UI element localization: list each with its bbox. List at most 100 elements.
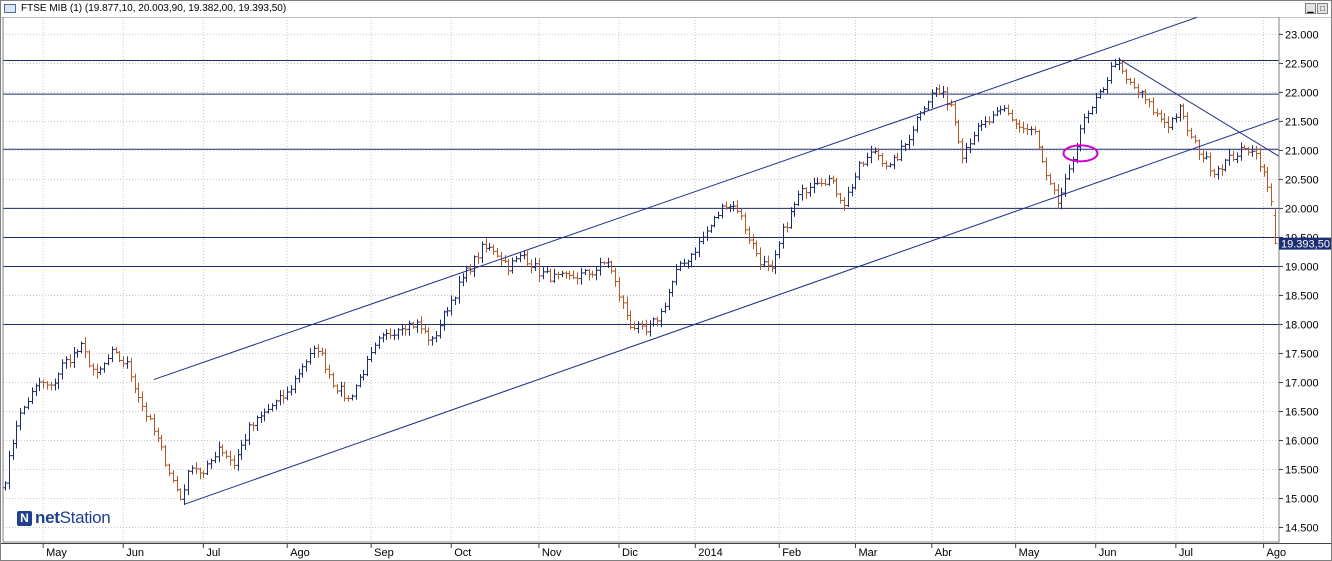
ohlc-bar: [209, 458, 214, 469]
ohlc-bar: [697, 236, 702, 258]
ohlc-bar: [1048, 173, 1053, 185]
ohlc-bar: [121, 356, 126, 368]
ohlc-bar: [316, 344, 321, 358]
ohlc-bar: [609, 260, 614, 274]
window-title: FTSE MIB (1) (19.877,10, 20.003,90, 19.3…: [21, 3, 287, 14]
ohlc-bar: [98, 366, 103, 375]
ohlc-bar: [159, 435, 164, 451]
ohlc-bar: [960, 138, 965, 164]
ohlc-bar: [518, 252, 523, 263]
ohlc-bar: [991, 111, 996, 124]
x-tick-label: May: [46, 547, 67, 559]
ohlc-bar: [266, 403, 271, 414]
ohlc-bar: [415, 319, 420, 333]
grid: [3, 17, 1279, 542]
ohlc-bar: [865, 152, 870, 167]
ohlc-bar: [64, 356, 69, 369]
y-tick-label: 15.500: [1285, 464, 1319, 476]
ohlc-bar: [834, 178, 839, 198]
ohlc-bar: [255, 415, 260, 432]
y-axis: 14.500 15.000 15.500 16.000 16.500 17.000 17.5…: [1279, 29, 1319, 534]
y-tick-label: 17.000: [1285, 377, 1319, 389]
ohlc-bar: [1113, 58, 1118, 68]
ohlc-bar: [369, 347, 374, 363]
ohlc-bar: [79, 341, 84, 354]
ohlc-bar: [724, 201, 729, 210]
ohlc-bar: [251, 422, 256, 432]
ohlc-bar: [716, 211, 721, 220]
maximize-icon[interactable]: □: [1317, 3, 1328, 14]
ohlc-bar: [262, 408, 267, 422]
ohlc-bar: [1162, 112, 1167, 128]
ohlc-bar: [182, 484, 187, 505]
x-tick-label: Dic: [622, 547, 638, 559]
y-tick-label: 21.000: [1285, 145, 1319, 157]
ohlc-bar: [621, 295, 626, 309]
ohlc-bar: [1223, 158, 1228, 172]
ohlc-bar: [678, 260, 683, 272]
price-chart[interactable]: 14.500 15.000 15.500 16.000 16.500 17.000 17.5…: [1, 17, 1331, 561]
ohlc-bar: [1212, 168, 1217, 178]
ohlc-bar: [659, 308, 664, 328]
ohlc-bar: [972, 131, 977, 145]
netstation-logo-mark: N: [17, 510, 32, 526]
ohlc-bar: [602, 261, 607, 265]
title-bar[interactable]: FTSE MIB (1) (19.877,10, 20.003,90, 19.3…: [1, 1, 1331, 18]
ohlc-bar: [68, 354, 73, 368]
netstation-logo: N netStation: [17, 507, 111, 529]
ohlc-bar: [312, 345, 317, 358]
y-tick-label: 20.000: [1285, 203, 1319, 215]
x-tick-label: Ago: [290, 547, 310, 559]
ohlc-bar: [22, 405, 27, 415]
ohlc-bar: [998, 105, 1003, 115]
ohlc-bar: [1067, 164, 1072, 181]
ohlc-bar: [655, 316, 660, 327]
ohlc-bar: [514, 255, 519, 263]
ohlc-bar: [1170, 117, 1175, 130]
ohlc-bar: [644, 319, 649, 336]
ohlc-bar: [487, 242, 492, 251]
ohlc-bar: [1109, 61, 1114, 84]
ohlc-bar: [926, 100, 931, 111]
ohlc-bar: [731, 201, 736, 212]
ohlc-bar: [846, 186, 851, 208]
ohlc-bar: [300, 363, 305, 378]
ohlc-bar: [876, 148, 881, 161]
highlight-ellipse: [1062, 144, 1099, 163]
ohlc-bar: [1044, 157, 1049, 181]
ohlc-bar: [1033, 126, 1038, 135]
x-tick-label: Mar: [858, 547, 877, 559]
ohlc-bar: [594, 266, 599, 281]
ohlc-bar: [434, 331, 439, 343]
ohlc-bar: [476, 252, 481, 265]
ohlc-bar: [201, 470, 206, 479]
ohlc-bar: [186, 469, 191, 496]
ohlc-bar: [571, 270, 576, 280]
ohlc-bar: [861, 161, 866, 167]
ohlc-bar: [754, 240, 759, 257]
ohlc-bar: [1006, 104, 1011, 116]
ohlc-bar: [1155, 108, 1160, 117]
ohlc-bar: [365, 355, 370, 377]
ohlc-bar: [583, 268, 588, 276]
ohlc-bar: [106, 354, 111, 366]
ohlc-bar: [945, 86, 950, 111]
ohlc-bar: [30, 387, 35, 405]
ohlc-bar: [220, 444, 225, 457]
ohlc-bar: [1105, 77, 1110, 95]
minimize-icon[interactable]: ▁: [1305, 3, 1316, 14]
ohlc-bar: [674, 264, 679, 286]
ohlc-bar: [148, 414, 153, 421]
ohlc-bar: [670, 280, 675, 297]
ohlc-bar: [506, 258, 511, 276]
ohlc-bar: [426, 327, 431, 346]
y-tick-label: 21.500: [1285, 116, 1319, 128]
ohlc-bar: [712, 215, 717, 228]
ohlc-bar: [808, 182, 813, 197]
ohlc-bar: [880, 152, 885, 167]
ohlc-bar: [663, 302, 668, 314]
ohlc-bar: [1094, 92, 1099, 114]
ohlc-bar: [373, 342, 378, 355]
ohlc-bar: [45, 381, 50, 390]
ohlc-bar: [640, 320, 645, 330]
